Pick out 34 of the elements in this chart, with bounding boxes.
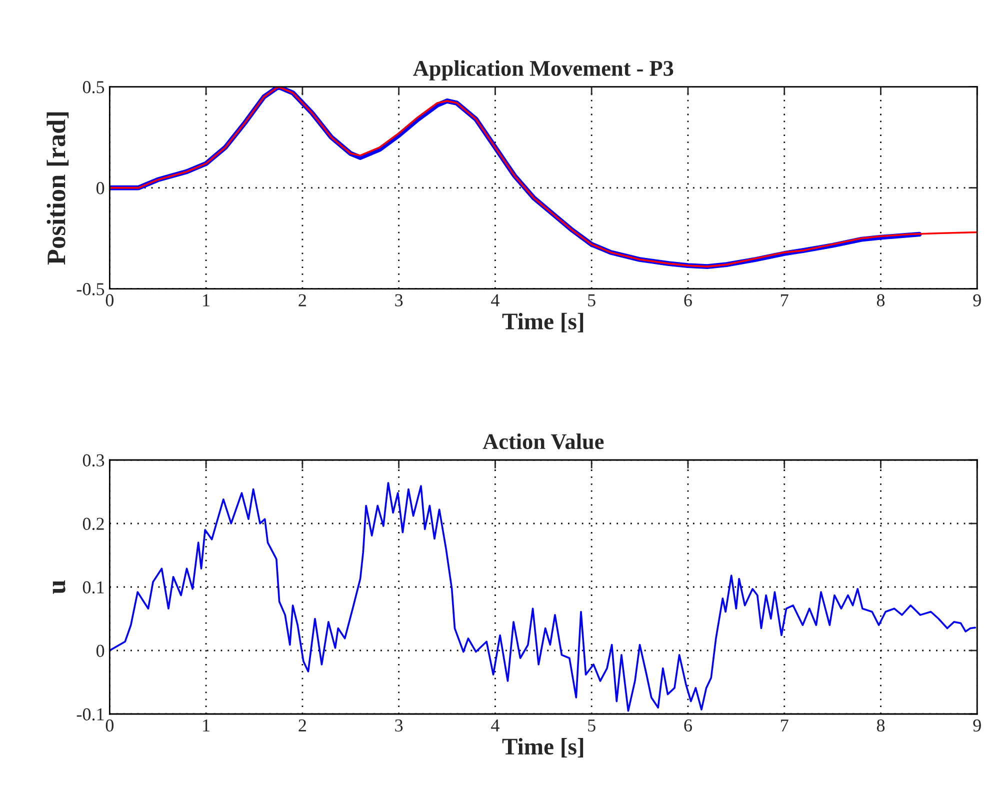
y-axis-title: u [52, 580, 66, 594]
x-tick-label: 9 [973, 294, 981, 306]
x-tick-label: 3 [395, 294, 403, 306]
y-tick-label: 0.2 [82, 518, 104, 530]
x-tick-label: 0 [106, 719, 114, 732]
y-tick-label: 0.1 [82, 581, 104, 594]
y-tick-label: -0.1 [76, 708, 104, 721]
x-tick-label: 6 [684, 294, 692, 306]
x-tick-label: 0 [106, 294, 114, 306]
x-tick-label: 4 [491, 720, 500, 732]
x-tick-label: 8 [876, 294, 885, 306]
x-tick-label: 2 [298, 719, 306, 732]
x-tick-label: 7 [781, 720, 788, 732]
x-tick-label: 1 [203, 719, 210, 732]
x-tick-label: 5 [588, 294, 596, 306]
x-tick-label: 6 [684, 719, 692, 732]
x-axis-title: Time [s] [502, 312, 584, 332]
x-tick-label: 9 [973, 719, 981, 732]
x-tick-label: 5 [588, 720, 596, 732]
chart-title: Application Movement - P3 [413, 60, 674, 80]
x-axis-title: Time [s] [502, 738, 584, 758]
x-tick-label: 1 [203, 294, 210, 306]
x-tick-label: 7 [781, 294, 788, 306]
y-tick-label: -0.5 [76, 283, 104, 296]
y-tick-label: 0.3 [82, 454, 104, 467]
y-tick-label: 0 [96, 182, 104, 194]
chart-title: Action Value [482, 433, 604, 450]
x-tick-label: 2 [298, 294, 306, 306]
y-tick-label: 0 [96, 644, 104, 657]
x-tick-label: 4 [491, 294, 500, 306]
y-axis-title: Position [rad] [46, 112, 69, 265]
y-tick-label: 0.5 [82, 81, 104, 94]
x-tick-label: 3 [395, 719, 403, 732]
x-tick-label: 8 [876, 719, 885, 732]
